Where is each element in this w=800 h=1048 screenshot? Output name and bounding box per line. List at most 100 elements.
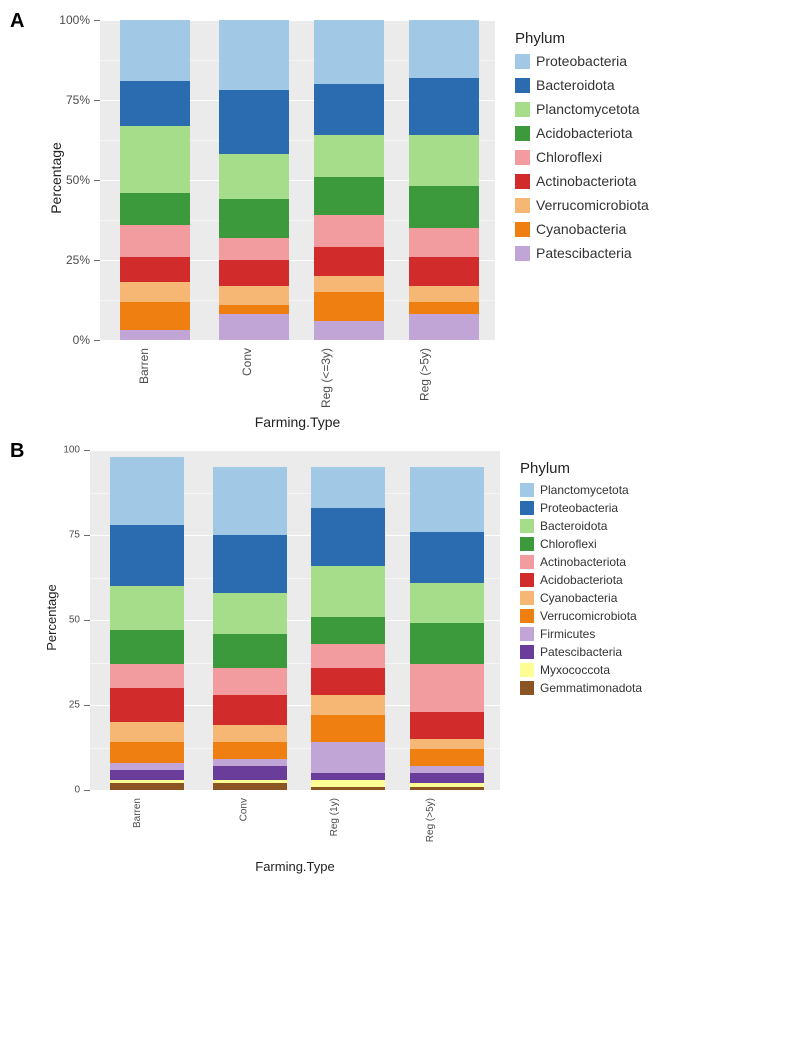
bar <box>213 450 287 790</box>
bar-segment <box>311 566 385 617</box>
legend-swatch <box>515 102 530 117</box>
panel-a-plot <box>100 20 495 340</box>
bar-segment <box>409 135 479 186</box>
bar-segment <box>213 535 287 593</box>
bar-segment <box>311 695 385 715</box>
bar-segment <box>410 623 484 664</box>
legend-item: Acidobacteriota <box>515 125 649 141</box>
y-tick-label: 25% <box>66 253 90 267</box>
legend-swatch <box>515 198 530 213</box>
bar-segment <box>120 330 190 340</box>
bar-segment <box>410 467 484 532</box>
bar <box>409 20 479 340</box>
y-tick-label: 50% <box>66 173 90 187</box>
panel-a: A Percentage BarrenConvReg (<=3y)Reg (>5… <box>10 10 790 430</box>
bar-segment <box>219 305 289 315</box>
bar-segment <box>110 742 184 762</box>
bar-segment <box>311 780 385 787</box>
legend-label: Patescibacteria <box>540 645 622 659</box>
legend-swatch <box>520 627 534 641</box>
bar-segment <box>120 282 190 301</box>
legend-item: Actinobacteriota <box>520 555 642 569</box>
bar <box>110 450 184 790</box>
bar-segment <box>120 302 190 331</box>
legend-swatch <box>520 519 534 533</box>
legend-swatch <box>520 555 534 569</box>
y-tick-label: 50 <box>69 615 80 626</box>
panel-b-legend-title: Phylum <box>520 460 642 477</box>
legend-swatch <box>520 537 534 551</box>
legend-item: Proteobacteria <box>515 53 649 69</box>
bar-segment <box>314 247 384 276</box>
x-tick-label: Reg (1y) <box>329 798 340 836</box>
y-tick-label: 0% <box>73 333 90 347</box>
legend-swatch <box>520 663 534 677</box>
bar-segment <box>213 467 287 535</box>
legend-item: Cyanobacteria <box>515 221 649 237</box>
legend-label: Proteobacteria <box>540 501 618 515</box>
bar-segment <box>314 20 384 84</box>
panel-a-x-title: Farming.Type <box>100 414 495 430</box>
bar-segment <box>314 177 384 215</box>
bar-segment <box>410 773 484 783</box>
legend-label: Planctomycetota <box>536 101 640 117</box>
bar <box>311 450 385 790</box>
bar-segment <box>311 508 385 566</box>
bar-segment <box>213 634 287 668</box>
legend-swatch <box>520 609 534 623</box>
legend-label: Patescibacteria <box>536 245 632 261</box>
bar-segment <box>219 90 289 154</box>
bar-segment <box>410 739 484 749</box>
x-tick-label: Conv <box>240 348 254 376</box>
bar-segment <box>314 135 384 177</box>
bar-segment <box>110 525 184 586</box>
legend-swatch <box>520 573 534 587</box>
bar-segment <box>219 260 289 286</box>
bar-segment <box>219 238 289 260</box>
bar-segment <box>410 712 484 739</box>
legend-item: Verrucomicrobiota <box>520 609 642 623</box>
bar-segment <box>409 228 479 257</box>
y-tick-label: 25 <box>69 700 80 711</box>
legend-label: Chloroflexi <box>536 149 602 165</box>
bars-container <box>100 20 495 340</box>
legend-label: Firmicutes <box>540 627 595 641</box>
panel-b: B Percentage BarrenConvReg (1y)Reg (>5y)… <box>10 440 790 874</box>
bar-segment <box>120 225 190 257</box>
bar-segment <box>213 695 287 726</box>
bar-segment <box>120 126 190 193</box>
bar-segment <box>120 193 190 225</box>
legend-swatch <box>515 78 530 93</box>
bar-segment <box>219 314 289 340</box>
legend-label: Planctomycetota <box>540 483 629 497</box>
legend-swatch <box>515 150 530 165</box>
legend-label: Bacteroidota <box>536 77 615 93</box>
legend-item: Gemmatimonadota <box>520 681 642 695</box>
legend-item: Acidobacteriota <box>520 573 642 587</box>
bar-segment <box>314 292 384 321</box>
bar-segment <box>311 715 385 742</box>
bar-segment <box>110 783 184 790</box>
legend-label: Verrucomicrobiota <box>536 197 649 213</box>
legend-label: Cyanobacteria <box>536 221 626 237</box>
panel-b-legend: Phylum PlanctomycetotaProteobacteriaBact… <box>520 460 642 699</box>
bar-segment <box>311 644 385 668</box>
bar-segment <box>120 81 190 126</box>
bar-segment <box>409 314 479 340</box>
legend-label: Myxococcota <box>540 663 610 677</box>
legend-item: Patescibacteria <box>520 645 642 659</box>
bar-segment <box>110 664 184 688</box>
legend-swatch <box>515 222 530 237</box>
bar <box>314 20 384 340</box>
panel-a-y-title: Percentage <box>48 142 64 214</box>
bar-segment <box>410 532 484 583</box>
y-tick-label: 0 <box>74 785 80 796</box>
x-tick-label: Reg (>5y) <box>425 798 436 842</box>
legend-swatch <box>520 681 534 695</box>
panel-a-legend: Phylum ProteobacteriaBacteroidotaPlancto… <box>515 30 649 269</box>
bar-segment <box>314 276 384 292</box>
x-tick-label: Barren <box>137 348 151 384</box>
y-tick-label: 75% <box>66 93 90 107</box>
legend-item: Firmicutes <box>520 627 642 641</box>
legend-item: Planctomycetota <box>520 483 642 497</box>
